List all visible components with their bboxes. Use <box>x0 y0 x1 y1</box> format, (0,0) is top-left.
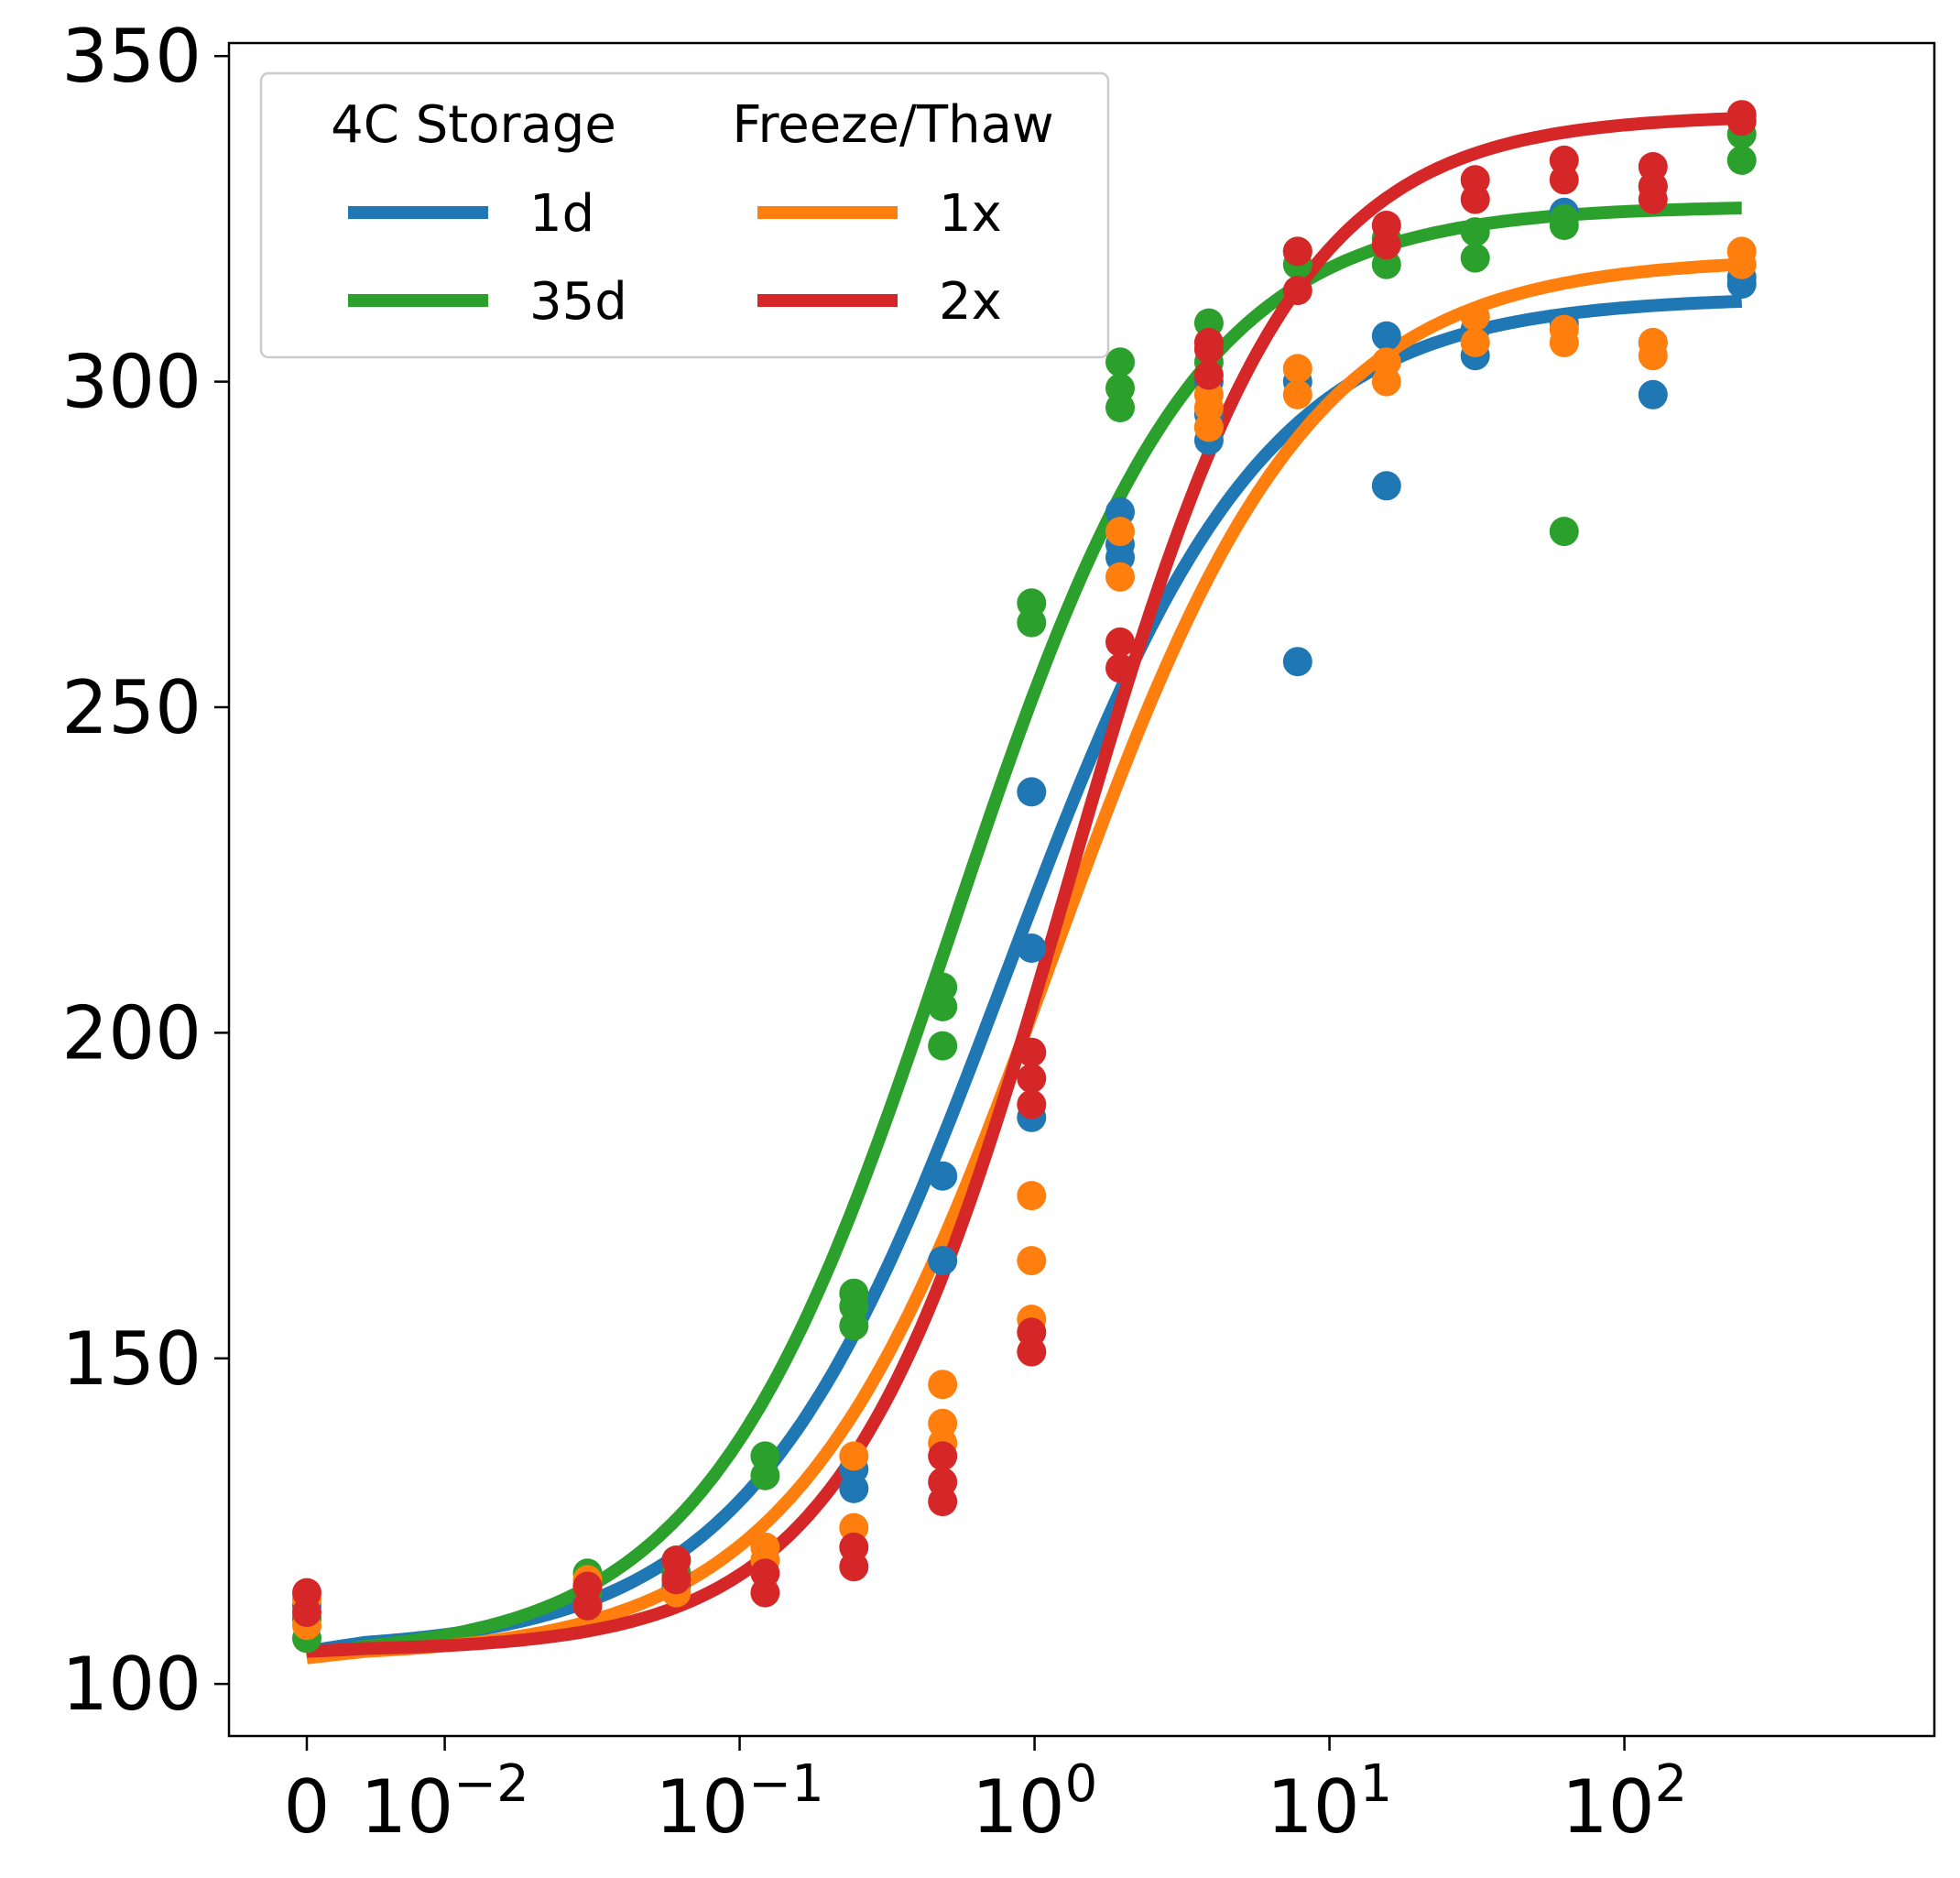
data-point <box>1017 607 1047 638</box>
fit-curves <box>305 112 1747 1665</box>
data-point <box>1371 471 1401 501</box>
legend-title: Freeze/Thaw <box>732 95 1053 155</box>
data-point <box>1726 249 1757 279</box>
data-point <box>1017 1337 1047 1367</box>
data-point <box>1371 321 1401 351</box>
data-point <box>1638 184 1668 214</box>
x-tick-label: 10−1 <box>655 1754 823 1850</box>
data-point <box>1105 562 1135 592</box>
data-point <box>750 1460 780 1490</box>
legend-label-2x: 2x <box>939 272 1002 332</box>
data-point <box>1282 647 1312 677</box>
legend-label-1d: 1d <box>529 184 594 244</box>
data-point <box>1460 328 1490 357</box>
data-point <box>1549 211 1579 240</box>
data-point <box>928 1246 958 1276</box>
data-point <box>928 1370 958 1400</box>
data-point <box>1193 360 1224 390</box>
x-tick-label: 101 <box>1267 1754 1392 1850</box>
y-tick-label: 250 <box>61 665 201 750</box>
data-point <box>1549 328 1579 357</box>
data-point <box>750 1578 780 1608</box>
data-point <box>1017 1089 1047 1119</box>
data-point <box>928 1031 958 1061</box>
y-tick-label: 200 <box>61 990 201 1075</box>
data-point <box>1105 393 1135 422</box>
data-point <box>1193 412 1224 442</box>
data-point <box>1282 354 1312 384</box>
data-point <box>1460 243 1490 273</box>
data-point <box>1017 1181 1047 1211</box>
data-point <box>1017 1246 1047 1276</box>
data-point <box>928 1487 958 1517</box>
data-point <box>1105 347 1135 377</box>
data-point <box>1549 165 1579 195</box>
data-point <box>1371 366 1401 397</box>
data-point <box>839 1473 869 1503</box>
fit-curve-1x <box>306 257 1747 1665</box>
data-point <box>1460 301 1490 332</box>
data-point <box>839 1552 869 1582</box>
legend-label-1x: 1x <box>939 184 1002 244</box>
x-tick-label: 100 <box>972 1754 1097 1850</box>
x-tick-label: 10−2 <box>360 1754 528 1850</box>
data-point <box>1017 1037 1047 1067</box>
data-point <box>1017 777 1047 807</box>
data-point <box>572 1590 603 1621</box>
x-tick-label: 0 <box>284 1764 331 1850</box>
data-point <box>1638 379 1668 409</box>
data-point <box>1460 184 1490 214</box>
data-point <box>1726 145 1757 175</box>
data-point <box>928 1441 958 1471</box>
data-point <box>1017 934 1047 963</box>
data-point <box>1282 276 1312 306</box>
data-point <box>839 1311 869 1341</box>
legend-title: 4C Storage <box>331 95 616 155</box>
data-point <box>1193 334 1224 365</box>
y-tick-label: 100 <box>61 1642 201 1727</box>
legend-label-35d: 35d <box>529 272 627 332</box>
plot-frame <box>227 41 1936 1738</box>
x-tick-label: 102 <box>1562 1754 1687 1850</box>
data-point <box>1371 230 1401 260</box>
data-point <box>1282 379 1312 409</box>
data-point <box>661 1565 691 1595</box>
data-point <box>1726 106 1757 136</box>
data-point <box>928 1161 958 1191</box>
data-point <box>1460 217 1490 247</box>
fit-curve-2x <box>306 112 1747 1658</box>
y-axis: 100 150 200 250 300 350 <box>61 14 229 1727</box>
fit-curve-35d <box>305 202 1747 1665</box>
fit-curve-1d <box>305 294 1747 1658</box>
legend: 4C Storage 1d 35d Freeze/Thaw 1x 2x <box>259 71 1110 359</box>
series-2x-points <box>292 100 1757 1627</box>
x-axis: 0 10−2 10−1 100 101 102 <box>284 1736 1687 1850</box>
data-point <box>928 991 958 1021</box>
data-point <box>1017 1064 1047 1094</box>
data-points <box>292 100 1757 1654</box>
data-point <box>1105 653 1135 683</box>
data-point <box>1638 341 1668 371</box>
data-point <box>1282 236 1312 267</box>
data-point <box>839 1441 869 1471</box>
data-point <box>292 1598 321 1627</box>
y-tick-label: 150 <box>61 1316 201 1402</box>
legend-box <box>259 71 1110 359</box>
data-point <box>1549 517 1579 547</box>
y-tick-label: 350 <box>61 14 201 99</box>
data-point <box>1105 627 1135 657</box>
data-point <box>1105 517 1135 547</box>
y-tick-label: 300 <box>61 340 201 425</box>
